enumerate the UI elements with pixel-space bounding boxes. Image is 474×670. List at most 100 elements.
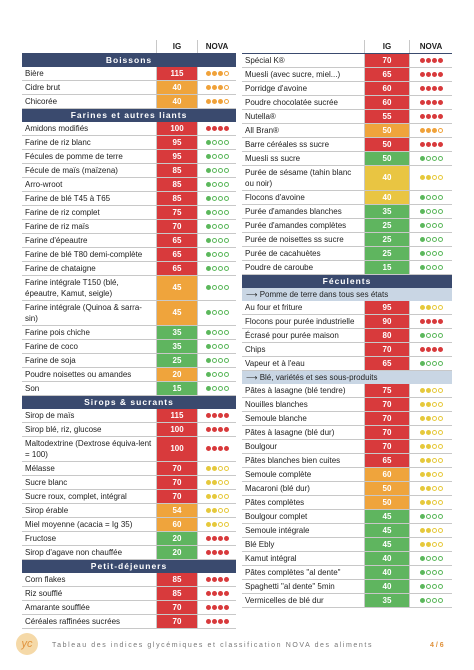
food-name: Porridge d'avoine	[242, 81, 365, 95]
ig-value: 70	[365, 439, 410, 453]
nova-dot	[205, 618, 211, 624]
nova-dot	[431, 208, 437, 214]
food-row: Farine de soja 25	[22, 353, 236, 368]
nova-dot	[437, 457, 443, 463]
nova-dot	[211, 329, 217, 335]
nova-dot	[425, 141, 431, 147]
nova-dot	[425, 208, 431, 214]
footer-text: Tableau des indices glycémiques et class…	[52, 642, 374, 649]
nova-cell	[198, 122, 236, 135]
ig-value: 70	[157, 600, 198, 614]
food-row: Boulgour complet 45	[242, 509, 452, 524]
food-row: Pâtes complètes "al dente" 40	[242, 565, 452, 580]
nova-dot	[205, 237, 211, 243]
nova-dot	[217, 343, 223, 349]
nova-dot	[425, 499, 431, 505]
nova-dot	[211, 285, 217, 291]
nova-dot	[431, 555, 437, 561]
nova-dot	[419, 85, 425, 91]
ig-value: 85	[157, 572, 198, 586]
section-header: Petit-déjeuners	[22, 559, 236, 573]
nova-cell	[410, 468, 452, 481]
food-row: Farine de riz complet 75	[22, 205, 236, 220]
nova-dot	[437, 175, 443, 181]
food-row: Farine intégrale T150 (blé, épeautre, Ka…	[22, 275, 236, 301]
nova-dot	[425, 387, 431, 393]
food-row: Spécial K® 70	[242, 53, 452, 68]
nova-dot	[211, 167, 217, 173]
nova-dot	[217, 125, 223, 131]
nova-cell	[410, 166, 452, 190]
food-row: Son 15	[22, 381, 236, 396]
nova-dot	[205, 223, 211, 229]
nova-dot	[205, 70, 211, 76]
nova-dot	[425, 569, 431, 575]
nova-dot	[425, 175, 431, 181]
nova-dot	[431, 141, 437, 147]
nova-dot	[217, 223, 223, 229]
nova-dot	[431, 346, 437, 352]
nova-cell	[198, 354, 236, 367]
nova-dot	[217, 84, 223, 90]
nova-cell	[410, 54, 452, 67]
ig-value: 20	[157, 531, 198, 545]
nova-dot	[223, 329, 229, 335]
ig-value: 45	[365, 509, 410, 523]
left-table: IG NOVA Boissons Bière 115 Cidre brut 40 Chicor…	[22, 40, 236, 629]
nova-dot	[223, 604, 229, 610]
ig-value: 95	[157, 135, 198, 149]
food-name: Farine de blé T80 demi-complète	[22, 247, 157, 261]
ig-value: 15	[365, 260, 410, 274]
nova-cell	[198, 409, 236, 422]
food-row: Sucre roux, complet, intégral 70	[22, 489, 236, 504]
ig-value: 55	[365, 109, 410, 123]
nova-dot	[223, 181, 229, 187]
nova-cell	[410, 219, 452, 232]
nova-dot	[211, 412, 217, 418]
food-row: Farine de riz blanc 95	[22, 135, 236, 150]
food-row: Flocons d'avoine 40	[242, 190, 452, 205]
nova-dot	[217, 426, 223, 432]
food-name: Riz soufflé	[22, 586, 157, 600]
nova-dot	[431, 99, 437, 105]
nova-dot	[205, 479, 211, 485]
food-name: Chicorée	[22, 94, 157, 108]
ig-value: 70	[157, 219, 198, 233]
nova-cell	[410, 343, 452, 356]
nova-dot	[205, 507, 211, 513]
nova-dot	[205, 209, 211, 215]
ig-value: 75	[157, 205, 198, 219]
ig-value: 50	[365, 151, 410, 165]
nova-cell	[198, 462, 236, 475]
food-name: Farine intégrale (Quinoa & sarra-sin)	[22, 300, 157, 325]
food-name: Maltodextrine (Dextrose équiva-lent = 10…	[22, 436, 157, 461]
nova-dot	[425, 113, 431, 119]
nova-dot	[205, 465, 211, 471]
ig-value: 35	[157, 325, 198, 339]
food-row: Purée d'amandes complètes 25	[242, 218, 452, 233]
nova-dot	[437, 71, 443, 77]
nova-dot	[431, 222, 437, 228]
nova-dot	[437, 513, 443, 519]
food-row: Muesli (avec sucre, miel...) 65	[242, 67, 452, 82]
ig-value: 60	[365, 81, 410, 95]
nova-dot	[437, 401, 443, 407]
ig-value: 20	[157, 545, 198, 559]
nova-dot	[419, 499, 425, 505]
food-row: Macaroni (blé dur) 50	[242, 481, 452, 496]
nova-dot	[431, 471, 437, 477]
nova-dot	[425, 443, 431, 449]
food-row: Sirop blé, riz, glucose 100	[22, 422, 236, 437]
nova-cell	[410, 357, 452, 370]
nova-dot	[437, 415, 443, 421]
ig-value: 65	[365, 67, 410, 81]
nova-dot	[217, 385, 223, 391]
food-row: Pâtes à lasagne (blé dur) 70	[242, 425, 452, 440]
nova-dot	[205, 426, 211, 432]
nova-dot	[211, 371, 217, 377]
ig-value: 85	[157, 586, 198, 600]
food-name: Barre céréales ss sucre	[242, 137, 365, 151]
nova-dot	[425, 127, 431, 133]
nova-dot	[205, 251, 211, 257]
food-row: Riz soufflé 85	[22, 586, 236, 601]
